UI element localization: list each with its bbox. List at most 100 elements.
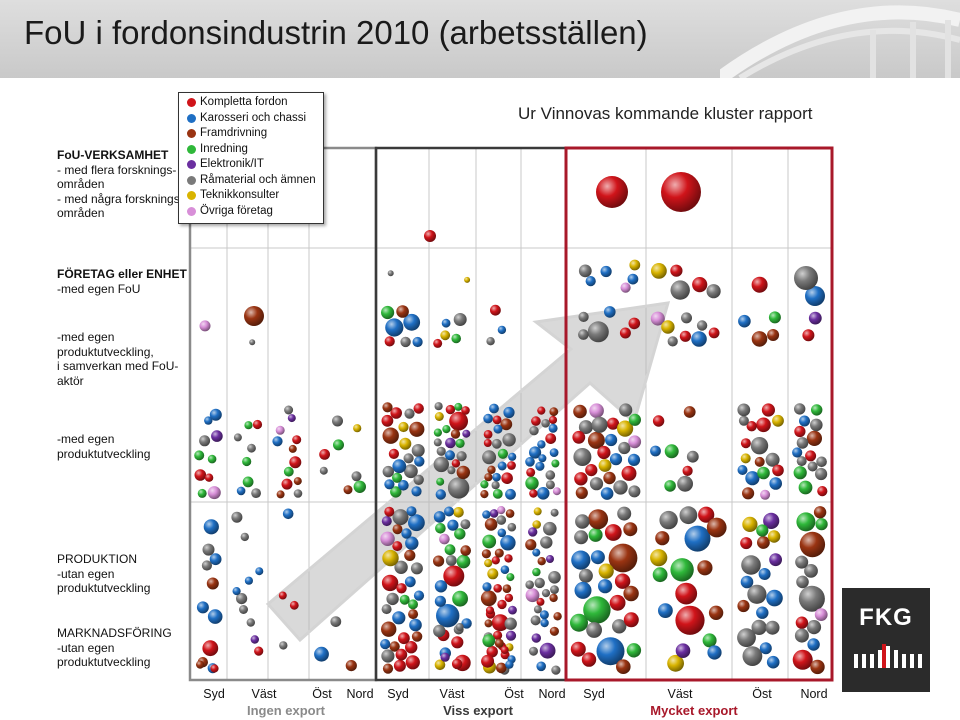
bubble [696, 320, 708, 331]
bubble [197, 488, 207, 498]
bubble [525, 580, 534, 589]
bubble [194, 469, 207, 481]
bubble [598, 563, 614, 579]
bubble [505, 630, 517, 641]
bubble [661, 320, 675, 334]
bubble [460, 519, 471, 530]
x-tick-label: Nord [800, 687, 828, 701]
bubble [281, 478, 293, 490]
bubble [384, 336, 395, 347]
bubble [384, 506, 395, 517]
bubble [507, 522, 517, 532]
bubble [381, 414, 394, 427]
bubble [794, 266, 818, 290]
bubble [670, 558, 694, 582]
bubble [497, 528, 507, 538]
row-label-head: MARKNADSFÖRING [57, 626, 172, 640]
bubble [484, 619, 493, 628]
bubble [525, 539, 537, 551]
bubble [204, 416, 213, 425]
bubble [526, 467, 536, 477]
bubble [489, 403, 499, 414]
bubble [292, 435, 302, 445]
bubble [742, 487, 755, 500]
bubble [612, 619, 627, 634]
bubble [794, 628, 809, 643]
bubble [550, 508, 559, 517]
bubble [451, 333, 462, 344]
bubble [659, 510, 678, 530]
row-label-line: aktör [57, 373, 84, 388]
bubble [604, 306, 616, 318]
legend-label: Inredning [200, 142, 248, 155]
legend-label: Råmaterial och ämnen [200, 173, 316, 186]
bubble [201, 560, 212, 571]
bubble [403, 313, 421, 331]
bubble [675, 605, 705, 635]
bubble [613, 480, 628, 495]
bubble [740, 575, 754, 589]
bubble [536, 487, 550, 500]
bubble [500, 646, 509, 654]
bubble [491, 556, 500, 565]
row-label-line: produktutveckling [57, 446, 151, 461]
bubble [627, 273, 639, 285]
bubble [540, 618, 549, 628]
bubble [650, 549, 668, 567]
bubble [496, 515, 507, 525]
bubble [817, 486, 828, 497]
bubble [492, 489, 503, 499]
bubble [708, 327, 720, 339]
bubble [408, 609, 419, 620]
bubble [486, 646, 498, 658]
bubble [434, 595, 446, 607]
bubble [456, 554, 471, 569]
row-label: -med egen produktutveckling, i samverkan m… [57, 330, 189, 388]
bubble [494, 548, 504, 558]
bubble [353, 480, 366, 493]
bubble [483, 439, 492, 447]
bubble [485, 606, 495, 615]
bubble [462, 429, 471, 438]
bubble [549, 448, 559, 457]
bubble [436, 446, 446, 456]
bubble [628, 413, 642, 426]
bubble [608, 543, 638, 573]
bubble [651, 263, 667, 279]
bubble [537, 440, 546, 449]
bubble [319, 449, 330, 460]
bubble [623, 612, 639, 628]
bubble [449, 411, 468, 431]
bubble [491, 438, 502, 449]
bubble [380, 639, 391, 650]
bubble [433, 438, 442, 447]
bubble [396, 583, 407, 594]
bubble [679, 330, 692, 342]
bubble [487, 465, 496, 474]
bubble [664, 444, 679, 459]
bubble [740, 453, 751, 464]
bubble [815, 518, 828, 531]
bubble [529, 646, 538, 656]
legend-swatch-icon [187, 191, 196, 200]
row-label: -med egen produktutveckling [57, 432, 189, 461]
fkg-logo-text: FKG [859, 604, 913, 631]
bubble [814, 608, 828, 621]
bubble [447, 477, 470, 499]
x-tick-label: Syd [583, 687, 605, 701]
bubble [399, 594, 410, 605]
bubble [450, 429, 461, 439]
bubble [392, 472, 403, 483]
bubble [740, 438, 751, 449]
bubble [482, 582, 492, 592]
bubble [244, 421, 253, 430]
bubble [525, 457, 535, 467]
bubble [405, 655, 420, 670]
bubble [737, 403, 751, 417]
bubble [231, 511, 243, 523]
bubble [767, 530, 781, 543]
bubble [434, 580, 448, 593]
bubble [585, 276, 596, 287]
bubble [600, 487, 614, 500]
bubble [481, 549, 491, 559]
